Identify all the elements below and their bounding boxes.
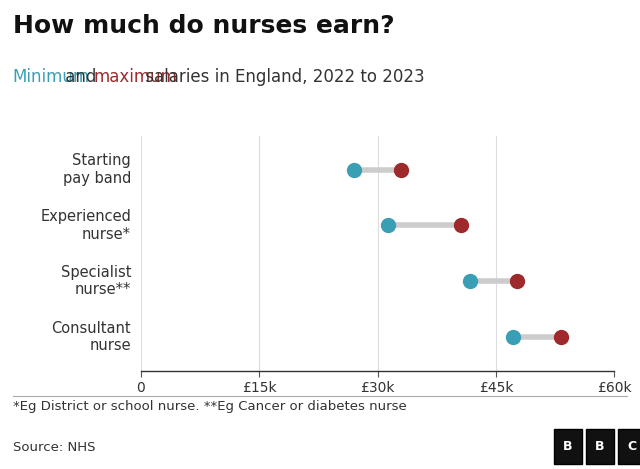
Point (512, 278, 522, 285)
Text: How much do nurses earn?: How much do nurses earn? (13, 14, 394, 38)
Text: Source: NHS: Source: NHS (13, 441, 95, 454)
Point (349, 166, 360, 173)
Point (508, 333, 518, 341)
Text: *Eg District or school nurse. **Eg Cancer or diabetes nurse: *Eg District or school nurse. **Eg Cance… (13, 400, 406, 413)
Text: salaries in England, 2022 to 2023: salaries in England, 2022 to 2023 (141, 68, 425, 86)
Text: C: C (627, 440, 637, 453)
Text: maximum: maximum (93, 68, 177, 86)
Point (465, 278, 475, 285)
Point (396, 166, 406, 173)
Point (456, 221, 467, 229)
Text: B: B (595, 440, 605, 453)
Point (556, 333, 566, 341)
Point (383, 221, 394, 229)
Text: Minimum: Minimum (13, 68, 90, 86)
Text: and: and (60, 68, 102, 86)
Text: B: B (563, 440, 573, 453)
